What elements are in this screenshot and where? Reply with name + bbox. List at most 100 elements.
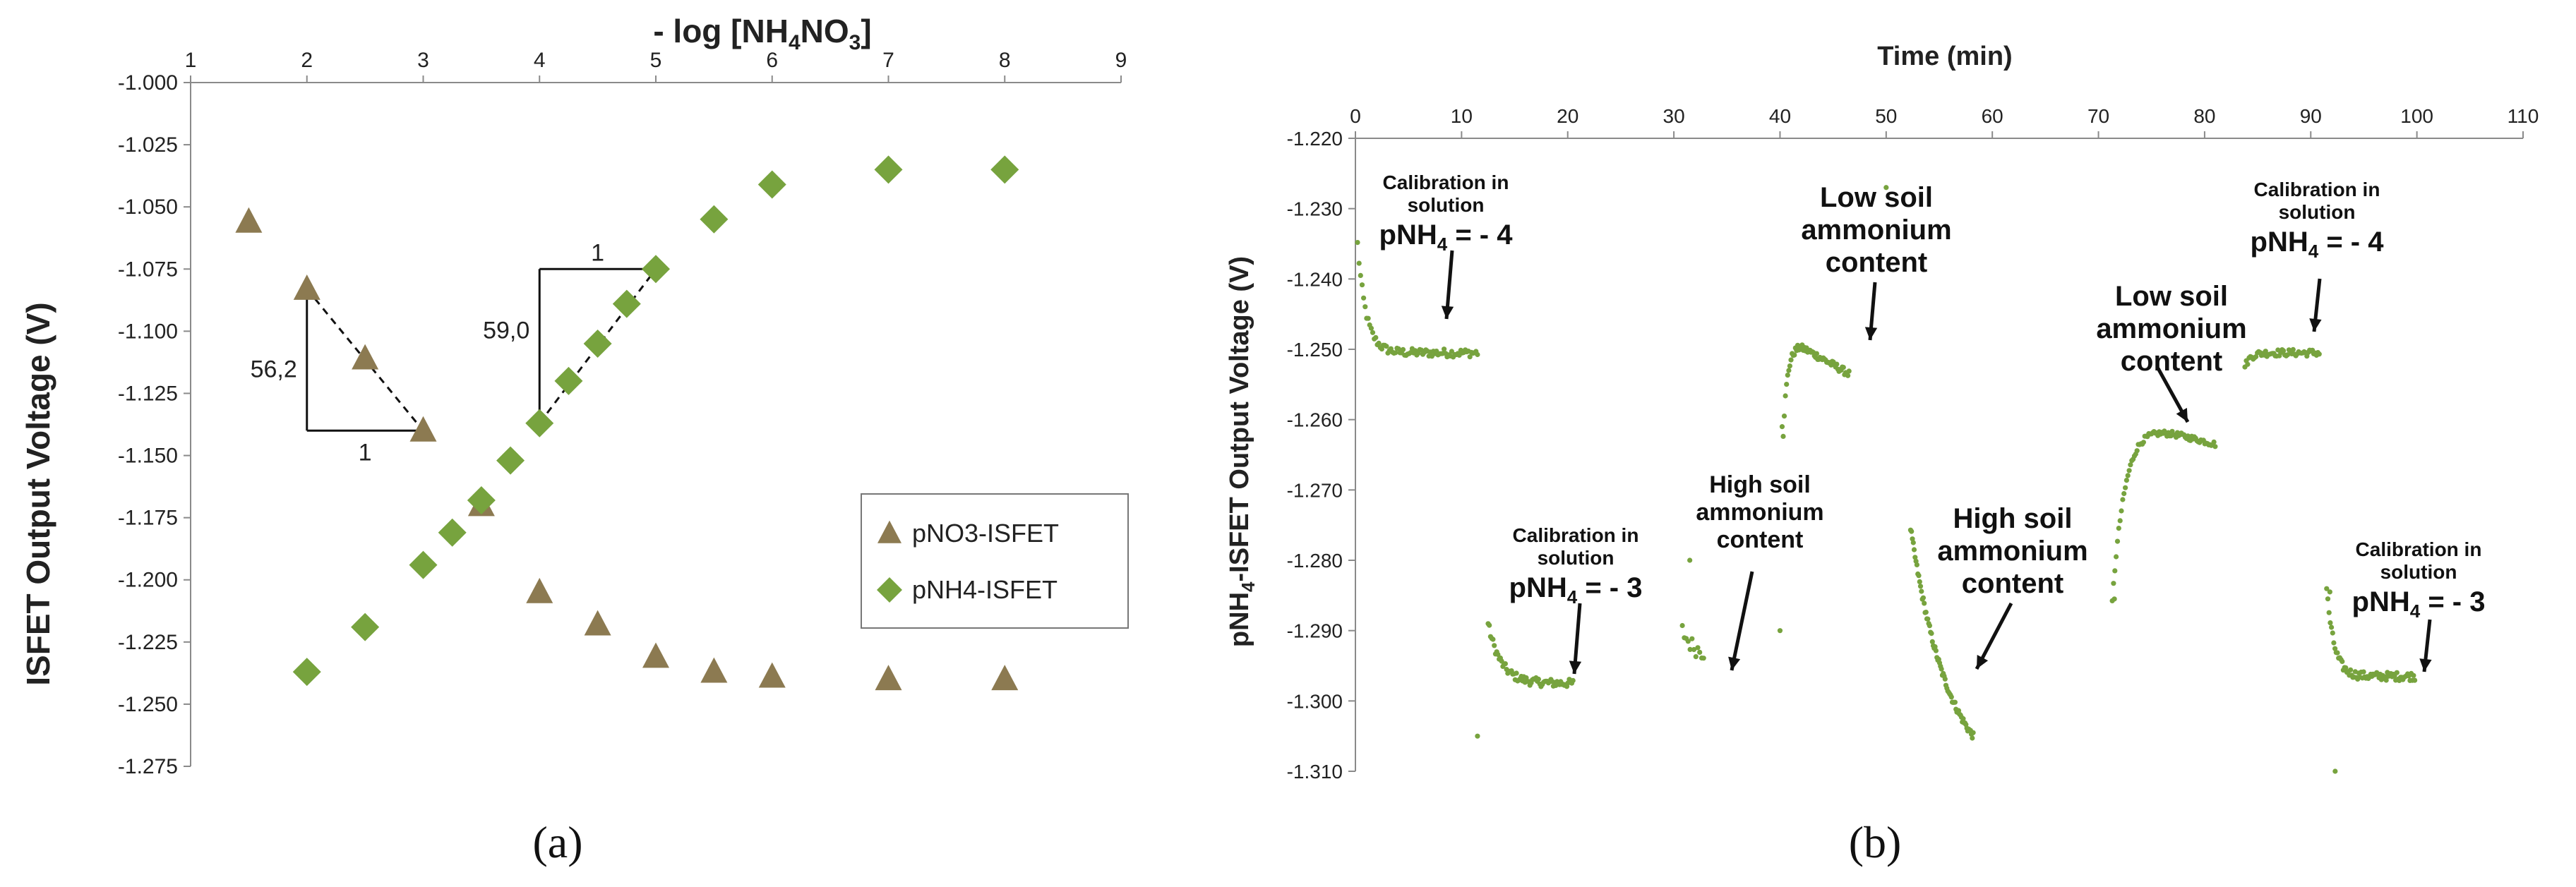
chart-b-data-point: [1929, 639, 1935, 645]
chart-b-data-point: [1687, 646, 1693, 653]
chart-a-title-sub2: 3: [849, 31, 861, 54]
chart-b-data-point: [1467, 354, 1473, 360]
chart-a-y-tick-label: -1.125: [118, 382, 178, 405]
chart-b-annot-low-b-line2: ammonium: [2096, 313, 2246, 344]
chart-b-data-point: [1376, 340, 1382, 346]
chart-a-pnh4-point: [583, 329, 612, 358]
chart-b-data-point: [1487, 622, 1492, 628]
chart-b-data-point: [2212, 444, 2218, 449]
chart-b-annot-cal4-end-line2: solution: [2279, 201, 2356, 223]
chart-b-annot-high-a-line2: ammonium: [1696, 499, 1823, 526]
chart-b-data-point: [1490, 636, 1496, 642]
chart-b-data-point: [1393, 350, 1398, 356]
chart-a-legend-pno3-marker: [877, 520, 901, 543]
chart-a-axes: 1 2 3 4 5 6 7 8 9 -1.000 -1.025 -1.050 -1.075 -1.100 -…: [118, 49, 1127, 778]
chart-a-pnh4-point: [351, 613, 380, 641]
chart-b-data-point: [1359, 282, 1365, 288]
chart-b-data-point: [1365, 315, 1371, 321]
chart-b-data-point: [1693, 654, 1699, 660]
chart-a-pno3-point: [526, 577, 553, 603]
chart-b-x-tick-label: 100: [2400, 105, 2433, 127]
chart-b-data-point: [2332, 646, 2338, 651]
chart-a-y-tick-label: -1.175: [118, 507, 178, 530]
chart-b-annot-low-a-line1: Low soil: [1820, 182, 1933, 213]
chart-a-y-tick-label: -1.225: [118, 631, 178, 654]
chart-b-data-point: [1916, 573, 1922, 579]
chart-b-data-point: [1917, 584, 1924, 589]
chart-b-data-point: [1948, 694, 1954, 700]
chart-b-data-point: [1788, 357, 1794, 363]
chart-b-data-point: [1685, 639, 1691, 644]
chart-a-pno3-point: [758, 662, 786, 688]
chart-a-pno3-point: [875, 665, 902, 691]
chart-b-data-point: [1695, 645, 1701, 651]
chart-b-annot-low-b-arrow-head: [2176, 408, 2188, 422]
chart-b-x-tick-label: 90: [2300, 105, 2322, 127]
chart-b-annot-high-b-line2: ammonium: [1937, 536, 2087, 567]
chart-a-pnh4-point: [700, 205, 729, 234]
chart-a-pnh4-point: [642, 255, 670, 284]
chart-a-nh4-fit-line: [539, 268, 657, 424]
chart-b-data-point: [2125, 473, 2131, 478]
chart-b-data-point: [1927, 623, 1932, 629]
chart-b-annot-high-a-line3: content: [1717, 526, 1804, 553]
chart-a-pno3-point: [293, 274, 320, 300]
chart-b-y-tick-label: -1.240: [1287, 268, 1343, 290]
chart-a-title-mid: NO: [801, 13, 849, 49]
chart-b-data-point: [1910, 540, 1916, 545]
chart-b-data-point: [2120, 497, 2126, 502]
chart-b-data-point: [1355, 240, 1360, 246]
chart-b-data-point: [2394, 670, 2400, 675]
chart-b-annot-high-b-line1: High soil: [1953, 503, 2073, 534]
chart-a-y-tick-label: -1.250: [118, 693, 178, 716]
chart-b-y-tick-label: -1.230: [1287, 198, 1343, 220]
chart-b-data-point: [1492, 643, 1497, 648]
chart-b-ylabel: pNH4-ISFET Output Voltage (V): [1225, 256, 1259, 647]
chart-b-data-point: [1356, 260, 1362, 266]
chart-b-y-tick-label: -1.220: [1287, 128, 1343, 150]
chart-b-data-point: [2112, 568, 2118, 574]
chart-b-data-point: [2245, 361, 2251, 367]
chart-b-data-point: [1845, 373, 1851, 378]
chart-b-data-point: [1370, 330, 1376, 335]
chart-a-nh4-slope-run: 1: [591, 239, 604, 266]
chart-b-annot-cal3-start-value: pNH4 = - 3: [1509, 572, 1643, 608]
chart-b-data-point: [2324, 586, 2330, 591]
chart-b-data-point: [1783, 393, 1788, 399]
chart-b-annot-high-b-arrow-head: [1977, 655, 1989, 669]
chart-b-outlier-point: [1779, 424, 1785, 430]
chart-a-y-tick-label: -1.200: [118, 569, 178, 592]
chart-b-data-point: [2330, 630, 2335, 636]
chart-a-legend-pnh4-label: pNH4-ISFET: [912, 575, 1058, 604]
chart-b-data-point: [2134, 448, 2140, 454]
chart-b-annot-low-a-arrow-head: [1864, 327, 1878, 340]
chart-b-outlier-point: [1883, 185, 1889, 191]
chart-a-y-tick-label: -1.075: [118, 258, 178, 281]
chart-b-annot-cal4-end-line1: Calibration in: [2254, 179, 2380, 200]
chart-a-x-tick-label: 5: [650, 49, 662, 72]
chart-a-y-tick-label: -1.275: [118, 755, 178, 778]
chart-a-pnh4-point: [496, 446, 525, 475]
chart-b-data-point: [1358, 272, 1363, 278]
chart-a-x-tick-label: 8: [999, 49, 1011, 72]
chart-a-nh4-slope-value: 59,0: [483, 317, 529, 344]
chart-b-x-tick-label: 10: [1451, 105, 1473, 127]
chart-b-data-point: [2114, 554, 2119, 560]
chart-a-pno3-point: [584, 610, 611, 636]
chart-a-y-tick-label: -1.000: [118, 71, 178, 95]
chart-b-annot-high-a-line1: High soil: [1709, 471, 1811, 498]
chart-a-pnh4-point: [757, 170, 786, 199]
chart-b-x-tick-label: 0: [1350, 105, 1361, 127]
chart-b-data-point: [2111, 581, 2116, 586]
chart-a: - log [NH4NO3] ISFET Output Voltage (V) …: [20, 13, 1129, 867]
chart-b-annot-high-b-line3: content: [1962, 568, 2063, 599]
chart-b-data-point: [2412, 677, 2418, 683]
chart-b-axes: 0 10 20 30 40 50 60 70 80 90 100 110 -1.220 -1.230 -1.…: [1287, 105, 2539, 783]
chart-b-data-point: [1679, 622, 1685, 629]
chart-b-data-point: [2211, 439, 2217, 445]
chart-a-y-tick-label: -1.050: [118, 195, 178, 219]
chart-a-legend-box: [861, 493, 1129, 629]
chart-b-data-point: [1535, 676, 1541, 682]
chart-b-data-point: [1689, 636, 1695, 641]
chart-b-data-point: [1834, 361, 1840, 367]
